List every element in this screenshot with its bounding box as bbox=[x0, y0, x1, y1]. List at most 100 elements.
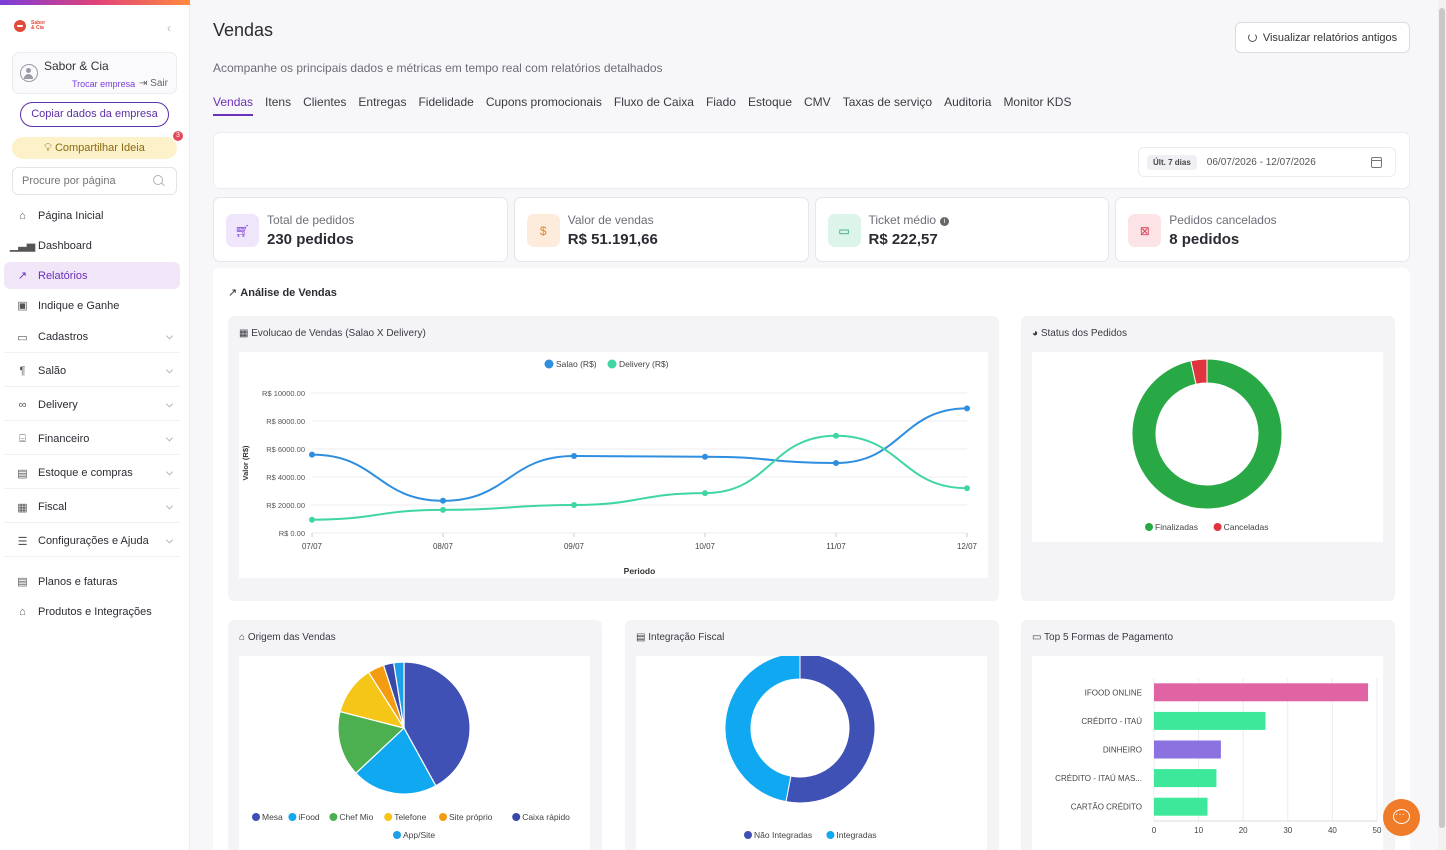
y-tick-label: R$ 4000.00 bbox=[266, 473, 305, 482]
bar bbox=[1154, 683, 1369, 702]
x-tick-label: 30 bbox=[1283, 826, 1292, 835]
share-idea-button[interactable]: 💡︎ Compartilhar Ideia bbox=[12, 137, 177, 159]
sidebar-item-delivery[interactable]: ∞ Delivery bbox=[4, 390, 180, 421]
sidebar-item-salon[interactable]: ¶ Salão bbox=[4, 356, 180, 387]
page-search-input[interactable] bbox=[12, 167, 177, 195]
chart-area: 0 10 20 30 40 50 IFOOD ONLINE CRÉDITO - ITAÚ DIN… bbox=[1032, 656, 1383, 850]
legend-label: iFood bbox=[298, 812, 320, 822]
legend-label: Delivery (R$) bbox=[619, 359, 669, 369]
kpi-label-text: Ticket médio bbox=[868, 213, 937, 227]
bar-chart-icon: ▁▃▅ bbox=[9, 240, 36, 252]
payment-bar-chart: 0 10 20 30 40 50 IFOOD ONLINE CRÉDITO - ITAÚ DIN… bbox=[1055, 678, 1382, 835]
period-chip[interactable]: Últ. 7 dias bbox=[1147, 154, 1197, 170]
tab-monitor-kds[interactable]: Monitor KDS bbox=[1003, 95, 1072, 109]
brand-logo[interactable]: Sabor & Cia bbox=[14, 20, 47, 32]
sidebar-item-financial[interactable]: ⌸ Financeiro bbox=[4, 424, 180, 455]
collapse-sidebar-icon[interactable]: ‹ bbox=[167, 21, 171, 35]
sidebar-item-label: Cadastros bbox=[38, 331, 89, 343]
kpi-value: 8 pedidos bbox=[1169, 231, 1240, 248]
legend-label: App/Site bbox=[403, 830, 435, 840]
tab-entregas[interactable]: Entregas bbox=[358, 95, 407, 109]
filter-bar: Últ. 7 dias 06/07/2026 - 12/07/2026 bbox=[213, 132, 1410, 189]
bar bbox=[1154, 797, 1208, 816]
sidebar-item-stock[interactable]: ▤ Estoque e compras bbox=[4, 458, 180, 489]
tab-auditoria[interactable]: Auditoria bbox=[944, 95, 992, 109]
tab-itens[interactable]: Itens bbox=[265, 95, 292, 109]
tab-taxas[interactable]: Taxas de serviço bbox=[842, 95, 933, 109]
tab-estoque[interactable]: Estoque bbox=[747, 95, 793, 109]
payment-methods-panel: ▭ Top 5 Formas de Pagamento 0 10 20 30 40 50 I… bbox=[1021, 620, 1395, 850]
legend-label: Site próprio bbox=[449, 812, 493, 822]
tab-cmv[interactable]: CMV bbox=[804, 95, 831, 109]
sidebar-item-fiscal[interactable]: ▦ Fiscal bbox=[4, 492, 180, 523]
invoice-icon: ▤ bbox=[17, 576, 28, 588]
exit-button[interactable]: ⇥ Sair bbox=[139, 78, 168, 89]
data-point bbox=[571, 502, 577, 508]
date-range-picker[interactable]: Últ. 7 dias 06/07/2026 - 12/07/2026 bbox=[1138, 147, 1396, 177]
sidebar-item-settings[interactable]: ☰ Configurações e Ajuda bbox=[4, 526, 180, 557]
info-icon[interactable]: i bbox=[940, 217, 950, 226]
cancel-box-icon: ⊠ bbox=[1128, 214, 1162, 247]
tab-fiado[interactable]: Fiado bbox=[705, 95, 736, 109]
x-tick-label: 08/07 bbox=[433, 542, 454, 551]
view-old-reports-button[interactable]: Visualizar relatórios antigos bbox=[1235, 22, 1410, 53]
sidebar-item-registrations[interactable]: ▭ Cadastros bbox=[4, 322, 180, 353]
chevron-down-icon bbox=[165, 332, 174, 340]
analysis-title-text: Análise de Vendas bbox=[240, 287, 337, 299]
pie-slice bbox=[785, 652, 876, 804]
pie-slice bbox=[1131, 358, 1283, 510]
scrollbar-thumb[interactable] bbox=[1439, 8, 1445, 828]
switch-company-link[interactable]: Trocar empresa bbox=[72, 79, 136, 89]
tab-fluxo-caixa[interactable]: Fluxo de Caixa bbox=[613, 95, 694, 109]
pie-slice bbox=[724, 652, 801, 803]
dollar-icon: $ bbox=[526, 214, 560, 247]
y-tick-label: CRÉDITO - ITAÚ bbox=[1081, 717, 1142, 726]
data-point bbox=[702, 490, 708, 497]
panel-title: ◕ Status dos Pedidos bbox=[1032, 328, 1127, 339]
sidebar-item-reports[interactable]: ↗ Relatórios bbox=[4, 262, 180, 289]
kpi-total-orders: 🛒︎ Total de pedidos 230 pedidos bbox=[213, 197, 508, 262]
calendar-icon[interactable] bbox=[1371, 157, 1382, 168]
page-scrollbar[interactable] bbox=[1438, 0, 1446, 850]
sidebar-item-integrations[interactable]: ⌂ Produtos e Integrações bbox=[4, 598, 180, 625]
panel-title: ▤ Integração Fiscal bbox=[636, 632, 724, 643]
tab-clientes[interactable]: Clientes bbox=[303, 95, 347, 109]
sales-evolution-panel: ▦ Evolucao de Vendas (Salao X Delivery) … bbox=[228, 316, 999, 601]
y-tick-label: DINHEIRO bbox=[1103, 746, 1142, 755]
data-point bbox=[309, 516, 315, 523]
sidebar-item-label: Delivery bbox=[38, 399, 78, 411]
legend-swatch bbox=[607, 359, 617, 369]
legend-label: Caixa rápido bbox=[522, 812, 570, 822]
order-status-panel: ◕ Status dos Pedidos Finalizadas Cancelad… bbox=[1021, 316, 1395, 601]
sidebar-nav: ⌂ Página Inicial ▁▃▅ Dashboard ↗ Relatórios… bbox=[4, 202, 180, 628]
tab-fidelidade[interactable]: Fidelidade bbox=[418, 95, 474, 109]
document-icon: ▤ bbox=[636, 632, 649, 643]
chevron-down-icon bbox=[165, 536, 174, 544]
tab-vendas[interactable]: Vendas bbox=[213, 95, 254, 116]
exit-icon: ⇥ bbox=[139, 78, 151, 89]
legend-label: Chef Mio bbox=[339, 812, 373, 822]
kpi-value: R$ 51.191,66 bbox=[567, 231, 658, 248]
sidebar-item-label: Relatórios bbox=[38, 269, 88, 282]
chat-support-button[interactable] bbox=[1383, 799, 1420, 836]
search-icon bbox=[153, 175, 163, 185]
kpi-value: 230 pedidos bbox=[267, 231, 354, 248]
kpi-canceled-orders: ⊠ Pedidos cancelados 8 pedidos bbox=[1115, 197, 1410, 262]
tab-cupons[interactable]: Cupons promocionais bbox=[485, 95, 602, 109]
sidebar-item-referral[interactable]: ▣ Indique e Ganhe bbox=[4, 292, 180, 319]
sidebar-item-plans[interactable]: ▤ Planos e faturas bbox=[4, 568, 180, 595]
copy-company-data-button[interactable]: Copiar dados da empresa bbox=[20, 102, 169, 127]
sidebar-item-label: Produtos e Integrações bbox=[38, 605, 152, 618]
kpi-average-ticket: ▭ Ticket médio i R$ 222,57 bbox=[814, 197, 1110, 262]
x-tick-label: 10/07 bbox=[695, 542, 716, 551]
legend-label: Canceladas bbox=[1224, 522, 1269, 532]
legend-swatch bbox=[744, 831, 752, 839]
sidebar-item-home[interactable]: ⌂ Página Inicial bbox=[4, 202, 180, 229]
sidebar-item-dashboard[interactable]: ▁▃▅ Dashboard bbox=[4, 232, 180, 259]
sidebar-item-label: Financeiro bbox=[38, 433, 90, 445]
legend-swatch bbox=[288, 813, 297, 821]
chart-area: Finalizadas Canceladas bbox=[1032, 352, 1383, 542]
y-tick-label: R$ 10000.00 bbox=[262, 389, 305, 398]
sales-analysis-section: ↗ Análise de Vendas ▦ Evolucao de Vendas… bbox=[213, 268, 1410, 850]
legend-label: Finalizadas bbox=[1155, 522, 1198, 532]
